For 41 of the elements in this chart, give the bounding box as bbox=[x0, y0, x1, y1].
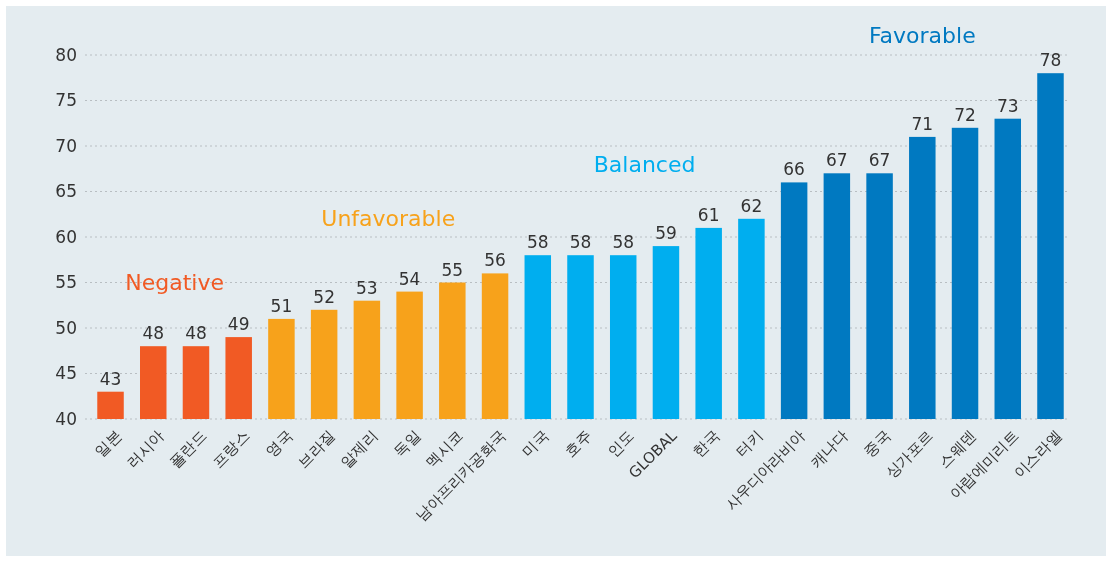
data-label: 67 bbox=[868, 150, 891, 171]
x-tick-label: 영국 bbox=[262, 426, 296, 461]
data-label: 58 bbox=[569, 232, 592, 253]
y-tick-label: 80 bbox=[55, 44, 77, 65]
x-tick-label: 호주 bbox=[561, 426, 596, 461]
x-tick-label: 일본 bbox=[91, 426, 126, 461]
data-label: 71 bbox=[911, 113, 934, 134]
y-tick-label: 40 bbox=[55, 408, 77, 429]
data-label: 48 bbox=[185, 323, 207, 344]
data-label: 72 bbox=[954, 104, 976, 125]
data-label: 54 bbox=[398, 268, 421, 289]
y-tick-label: 50 bbox=[55, 317, 77, 338]
data-label: 55 bbox=[441, 259, 464, 280]
x-tick-label: 한국 bbox=[689, 426, 724, 461]
data-label: 43 bbox=[99, 368, 122, 389]
data-label: 58 bbox=[612, 232, 635, 253]
data-label: 61 bbox=[697, 204, 720, 225]
annotation: Negative bbox=[125, 269, 224, 295]
data-label: 53 bbox=[356, 277, 378, 298]
data-label: 66 bbox=[783, 159, 805, 180]
y-tick-label: 60 bbox=[55, 226, 77, 247]
data-label: 58 bbox=[526, 232, 549, 253]
annotation: Balanced bbox=[593, 151, 696, 177]
data-label: 49 bbox=[227, 314, 250, 335]
data-label: 59 bbox=[655, 223, 677, 244]
data-label: 67 bbox=[826, 150, 848, 171]
y-tick-label: 65 bbox=[55, 181, 77, 202]
y-tick-label: 45 bbox=[55, 363, 77, 384]
x-tick-label: 미국 bbox=[518, 426, 553, 461]
annotation: Unfavorable bbox=[321, 206, 456, 232]
y-tick-label: 55 bbox=[55, 272, 77, 293]
data-label: 52 bbox=[313, 286, 335, 307]
text: Favorable bbox=[868, 22, 976, 48]
data-label: 78 bbox=[1039, 50, 1062, 71]
data-label: 56 bbox=[484, 250, 506, 271]
y-tick-label: 70 bbox=[55, 135, 77, 156]
data-label: 51 bbox=[270, 295, 293, 316]
data-label: 73 bbox=[996, 95, 1019, 116]
data-label: 48 bbox=[142, 323, 165, 344]
y-tick-label: 75 bbox=[55, 90, 77, 111]
data-label: 62 bbox=[740, 195, 763, 216]
